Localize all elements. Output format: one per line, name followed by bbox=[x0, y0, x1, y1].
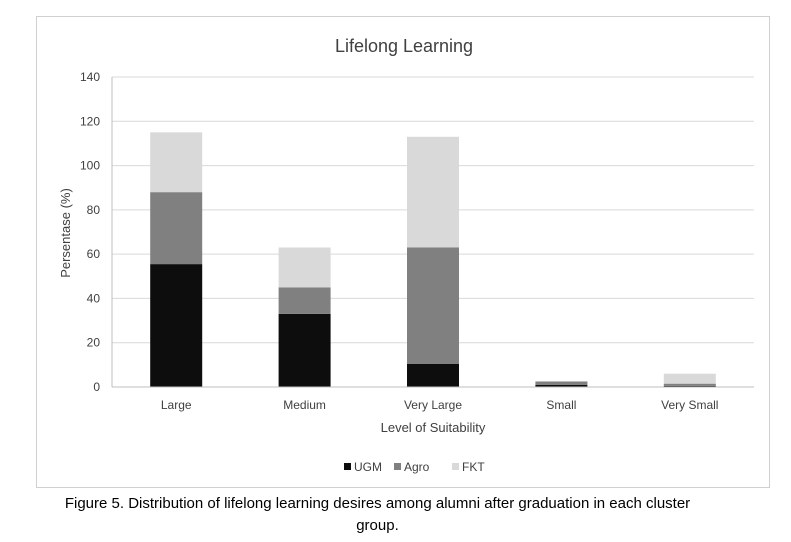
bar-agro-medium bbox=[278, 287, 331, 314]
bar-ugm-large bbox=[150, 264, 203, 387]
x-axis-label: Level of Suitability bbox=[381, 420, 486, 435]
y-tick-label: 60 bbox=[87, 247, 101, 261]
bar-fkt-very-small bbox=[663, 373, 716, 384]
legend-label-ugm: UGM bbox=[354, 460, 382, 474]
bar-ugm-very-small bbox=[663, 385, 716, 387]
bar-fkt-medium bbox=[278, 247, 331, 288]
bar-agro-small bbox=[535, 381, 588, 385]
x-tick-label: Very Small bbox=[661, 398, 718, 412]
bar-fkt-very-large bbox=[407, 136, 459, 248]
x-tick-label: Small bbox=[546, 398, 576, 412]
legend: UGM Agro FKT bbox=[344, 460, 485, 474]
bar-agro-large bbox=[150, 192, 203, 265]
y-tick-label: 20 bbox=[87, 336, 101, 350]
bars bbox=[150, 132, 716, 387]
y-tick-label: 80 bbox=[87, 203, 101, 217]
y-tick-label: 0 bbox=[93, 380, 100, 394]
x-tick-label: Very Large bbox=[404, 398, 462, 412]
legend-label-fkt: FKT bbox=[462, 460, 485, 474]
bar-ugm-very-large bbox=[407, 363, 459, 387]
x-tick-label: Medium bbox=[283, 398, 326, 412]
x-tick-label: Large bbox=[161, 398, 192, 412]
chart-title: Lifelong Learning bbox=[335, 36, 473, 56]
bar-agro-very-large bbox=[407, 247, 459, 364]
figure-caption: Figure 5. Distribution of lifelong learn… bbox=[0, 493, 755, 537]
bar-fkt-large bbox=[150, 132, 203, 193]
legend-swatch-fkt bbox=[452, 463, 459, 470]
bar-ugm-medium bbox=[278, 313, 331, 387]
x-axis: Large Medium Very Large Small Very Small bbox=[112, 386, 754, 412]
y-tick-label: 100 bbox=[80, 159, 100, 173]
bar-ugm-small bbox=[535, 384, 588, 387]
y-axis: 0 20 40 60 80 100 120 140 bbox=[80, 70, 113, 394]
y-tick-label: 40 bbox=[87, 291, 101, 305]
stacked-bar-chart: Lifelong Learning 0 20 40 60 80 100 120 140 Lar… bbox=[58, 36, 754, 474]
bar-agro-very-small bbox=[663, 383, 716, 386]
caption-line-2: group. bbox=[356, 517, 399, 534]
legend-swatch-ugm bbox=[344, 463, 351, 470]
y-tick-label: 120 bbox=[80, 114, 100, 128]
y-axis-label: Persentase (%) bbox=[58, 188, 73, 278]
caption-line-1: Figure 5. Distribution of lifelong learn… bbox=[64, 495, 691, 512]
legend-label-agro: Agro bbox=[404, 460, 430, 474]
y-tick-label: 140 bbox=[80, 70, 100, 84]
legend-swatch-agro bbox=[394, 463, 401, 470]
